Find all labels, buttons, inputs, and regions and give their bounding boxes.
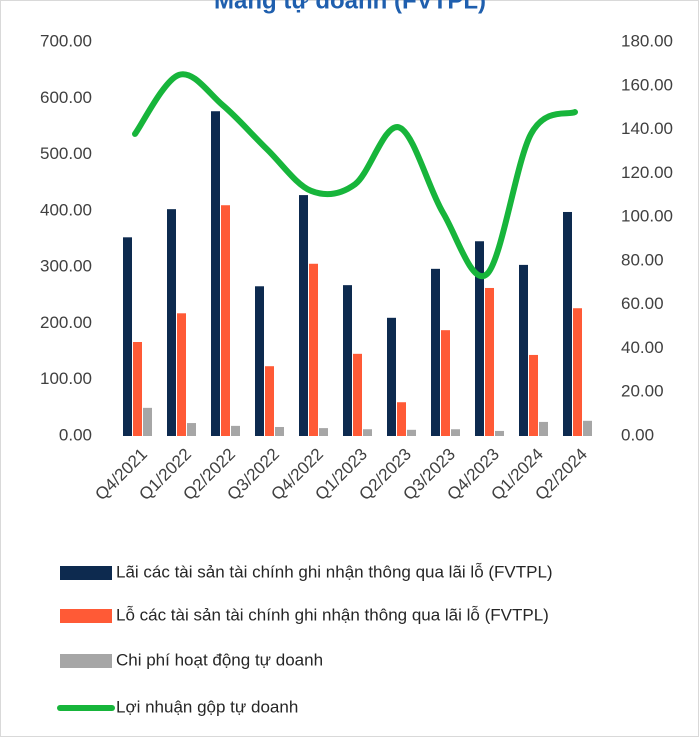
line xyxy=(132,71,578,280)
y2-tick-label: 40.00 xyxy=(621,338,664,357)
y-tick-label: 600.00 xyxy=(40,88,92,107)
bar xyxy=(353,353,362,436)
legend-label: Chi phí hoạt động tự doanh xyxy=(116,650,323,669)
y2-tick-label: 20.00 xyxy=(621,382,664,401)
y-tick-label: 100.00 xyxy=(40,369,92,388)
bar xyxy=(387,317,396,436)
bar xyxy=(475,241,484,436)
bar xyxy=(231,425,240,436)
y2-tick-label: 100.00 xyxy=(621,207,673,226)
bar xyxy=(221,205,230,436)
bar xyxy=(563,211,572,436)
bar xyxy=(143,407,152,436)
y-tick-label: 700.00 xyxy=(40,31,92,50)
y2-tick-label: 0.00 xyxy=(621,425,654,444)
y-tick-label: 300.00 xyxy=(40,257,92,276)
bar xyxy=(123,237,132,436)
bar xyxy=(299,195,308,436)
y2-tick-label: 180.00 xyxy=(621,31,673,50)
y-tick-label: 400.00 xyxy=(40,200,92,219)
legend-label: Lỗ các tài sản tài chính ghi nhận thông … xyxy=(116,605,549,624)
chart-title: Mảng tự doanh (FVTPL) xyxy=(214,0,486,14)
bar xyxy=(319,428,328,436)
bar xyxy=(573,308,582,436)
bar xyxy=(343,285,352,436)
bar xyxy=(167,209,176,436)
bar xyxy=(451,429,460,436)
bar xyxy=(441,330,450,436)
legend-swatch xyxy=(60,609,112,623)
y-tick-label: 500.00 xyxy=(40,144,92,163)
y-tick-label: 0.00 xyxy=(59,425,92,444)
y-tick-label: 200.00 xyxy=(40,313,92,332)
bar xyxy=(211,111,220,436)
bar xyxy=(397,402,406,436)
bar xyxy=(539,421,548,436)
bar xyxy=(519,264,528,436)
y2-tick-label: 60.00 xyxy=(621,294,664,313)
y2-tick-label: 80.00 xyxy=(621,250,664,269)
bar xyxy=(177,313,186,436)
legend-label: Lợi nhuận gộp tự doanh xyxy=(116,697,298,716)
legend-swatch xyxy=(60,566,112,580)
bar xyxy=(529,354,538,436)
bar xyxy=(431,268,440,436)
bar xyxy=(309,263,318,436)
legend-label: Lãi các tài sản tài chính ghi nhận thông… xyxy=(116,562,553,581)
bar xyxy=(255,286,264,436)
bar xyxy=(407,429,416,436)
bar xyxy=(495,430,504,436)
legend-swatch xyxy=(60,654,112,668)
bar xyxy=(275,426,284,436)
bar xyxy=(265,366,274,436)
bar xyxy=(583,420,592,436)
y2-tick-label: 160.00 xyxy=(621,75,673,94)
bar xyxy=(133,342,142,436)
bar xyxy=(485,287,494,436)
bar xyxy=(187,423,196,436)
bar xyxy=(363,429,372,436)
y2-tick-label: 120.00 xyxy=(621,163,673,182)
y2-tick-label: 140.00 xyxy=(621,119,673,138)
